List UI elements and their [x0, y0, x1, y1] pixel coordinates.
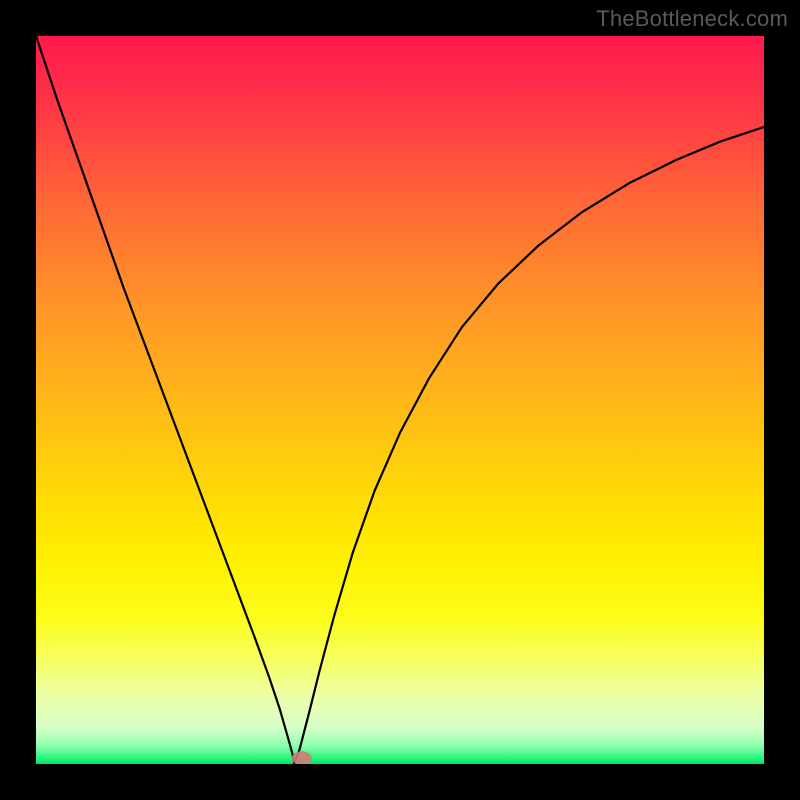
plot-area [36, 36, 764, 764]
plot-svg [36, 36, 764, 764]
plot-background [36, 36, 764, 764]
watermark-text: TheBottleneck.com [596, 6, 788, 32]
chart-frame: TheBottleneck.com [0, 0, 800, 800]
